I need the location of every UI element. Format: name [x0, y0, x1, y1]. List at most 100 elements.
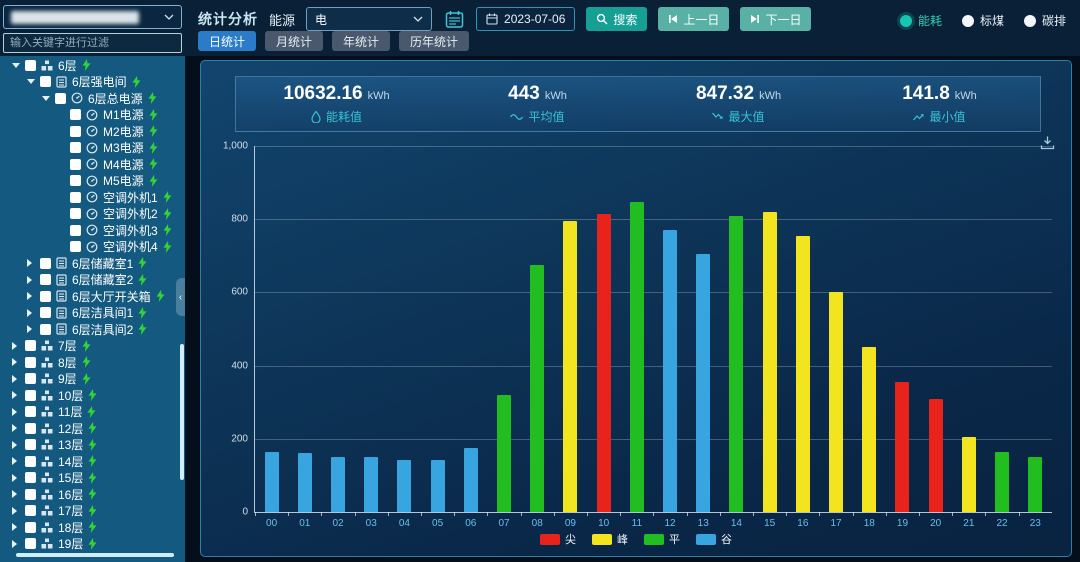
- tree-item[interactable]: 12层: [0, 420, 185, 437]
- legend-item[interactable]: 尖: [540, 531, 576, 547]
- expander-right-icon[interactable]: [12, 341, 17, 350]
- tree-checkbox[interactable]: [25, 505, 36, 517]
- metric-radio[interactable]: 标煤: [961, 12, 1004, 29]
- tree-checkbox[interactable]: [40, 274, 51, 286]
- tree-item[interactable]: M4电源: [0, 156, 185, 173]
- expander-right-icon[interactable]: [12, 374, 17, 383]
- expander-right-icon[interactable]: [12, 523, 17, 532]
- tree-item[interactable]: 空调外机3: [0, 222, 185, 239]
- tree-item[interactable]: 6层: [0, 57, 185, 74]
- tree-item[interactable]: 空调外机1: [0, 189, 185, 206]
- legend-item[interactable]: 平: [644, 531, 680, 547]
- tree-checkbox[interactable]: [25, 455, 36, 467]
- legend-item[interactable]: 峰: [592, 531, 628, 547]
- expander-down-icon[interactable]: [12, 62, 20, 68]
- tree-item[interactable]: 16层: [0, 486, 185, 503]
- stat-tab[interactable]: 历年统计: [399, 31, 470, 51]
- tree-checkbox[interactable]: [70, 175, 81, 187]
- tree-item[interactable]: 6层储藏室2: [0, 272, 185, 289]
- expander-right-icon[interactable]: [12, 391, 17, 400]
- tree-item[interactable]: 6层洁具间2: [0, 321, 185, 338]
- tree-checkbox[interactable]: [25, 59, 36, 71]
- expander-right-icon[interactable]: [12, 358, 17, 367]
- tree-checkbox[interactable]: [40, 307, 51, 319]
- tree-item[interactable]: 8层: [0, 354, 185, 371]
- expander-right-icon[interactable]: [12, 539, 17, 548]
- tree-item[interactable]: 15层: [0, 470, 185, 487]
- tree-checkbox[interactable]: [70, 109, 81, 121]
- tree-item[interactable]: 18层: [0, 519, 185, 536]
- metric-radio[interactable]: 能耗: [899, 12, 942, 29]
- calendar-button[interactable]: [443, 7, 465, 31]
- tree-checkbox[interactable]: [40, 76, 51, 88]
- tree-item[interactable]: 11层: [0, 404, 185, 421]
- tree-item[interactable]: M5电源: [0, 173, 185, 190]
- legend-item[interactable]: 谷: [696, 531, 732, 547]
- search-button[interactable]: 搜索: [586, 7, 648, 31]
- radio-dot-icon[interactable]: [899, 14, 912, 27]
- expander-right-icon[interactable]: [12, 407, 17, 416]
- tree-checkbox[interactable]: [25, 422, 36, 434]
- tree-item[interactable]: 空调外机4: [0, 239, 185, 256]
- tree-item[interactable]: 14层: [0, 453, 185, 470]
- expander-right-icon[interactable]: [12, 473, 17, 482]
- tree-checkbox[interactable]: [70, 125, 81, 137]
- expander-right-icon[interactable]: [27, 308, 32, 317]
- tree-checkbox[interactable]: [25, 521, 36, 533]
- energy-type-select[interactable]: 电: [306, 7, 433, 31]
- tree-checkbox[interactable]: [70, 158, 81, 170]
- stat-tab[interactable]: 日统计: [198, 31, 257, 51]
- vertical-scrollbar[interactable]: [180, 344, 184, 480]
- tree-checkbox[interactable]: [25, 488, 36, 500]
- org-select[interactable]: [3, 5, 182, 29]
- tree-checkbox[interactable]: [25, 538, 36, 550]
- tree-checkbox[interactable]: [25, 340, 36, 352]
- tree-checkbox[interactable]: [40, 290, 51, 302]
- tree-checkbox[interactable]: [40, 323, 51, 335]
- tree-item[interactable]: M3电源: [0, 140, 185, 157]
- tree-checkbox[interactable]: [25, 373, 36, 385]
- tree-checkbox[interactable]: [70, 208, 81, 220]
- horizontal-scrollbar[interactable]: [16, 553, 174, 557]
- tree-checkbox[interactable]: [25, 472, 36, 484]
- tree-item[interactable]: 6层储藏室1: [0, 255, 185, 272]
- download-icon[interactable]: [1040, 135, 1055, 155]
- tree-item[interactable]: 17层: [0, 503, 185, 520]
- tree-checkbox[interactable]: [25, 356, 36, 368]
- expander-right-icon[interactable]: [27, 259, 32, 268]
- tree-item[interactable]: 空调外机2: [0, 206, 185, 223]
- expander-right-icon[interactable]: [12, 457, 17, 466]
- expander-right-icon[interactable]: [27, 325, 32, 334]
- expander-right-icon[interactable]: [12, 490, 17, 499]
- tree-item[interactable]: 6层总电源: [0, 90, 185, 107]
- prev-day-button[interactable]: 上一日: [658, 7, 730, 31]
- expander-right-icon[interactable]: [12, 424, 17, 433]
- tree-item[interactable]: 6层强电间: [0, 74, 185, 91]
- tree-filter-input[interactable]: [3, 33, 182, 53]
- expander-down-icon[interactable]: [42, 95, 50, 101]
- next-day-button[interactable]: 下一日: [740, 7, 812, 31]
- stat-tab[interactable]: 年统计: [332, 31, 391, 51]
- radio-dot-icon[interactable]: [961, 14, 974, 27]
- tree-checkbox[interactable]: [55, 92, 66, 104]
- tree-item[interactable]: M1电源: [0, 107, 185, 124]
- tree-checkbox[interactable]: [25, 389, 36, 401]
- radio-dot-icon[interactable]: [1023, 14, 1036, 27]
- tree-checkbox[interactable]: [70, 224, 81, 236]
- expander-right-icon[interactable]: [27, 275, 32, 284]
- tree-item[interactable]: 19层: [0, 536, 185, 553]
- expander-right-icon[interactable]: [12, 506, 17, 515]
- tree-item[interactable]: 10层: [0, 387, 185, 404]
- tree-checkbox[interactable]: [70, 241, 81, 253]
- expander-right-icon[interactable]: [12, 440, 17, 449]
- stat-tab[interactable]: 月统计: [265, 31, 324, 51]
- tree-item[interactable]: 6层大厅开关箱: [0, 288, 185, 305]
- expander-right-icon[interactable]: [27, 292, 32, 301]
- tree-item[interactable]: 7层: [0, 338, 185, 355]
- expander-down-icon[interactable]: [27, 79, 35, 85]
- tree-item[interactable]: 9层: [0, 371, 185, 388]
- tree-checkbox[interactable]: [25, 406, 36, 418]
- tree-item[interactable]: 6层洁具间1: [0, 305, 185, 322]
- tree-checkbox[interactable]: [25, 439, 36, 451]
- tree-item[interactable]: M2电源: [0, 123, 185, 140]
